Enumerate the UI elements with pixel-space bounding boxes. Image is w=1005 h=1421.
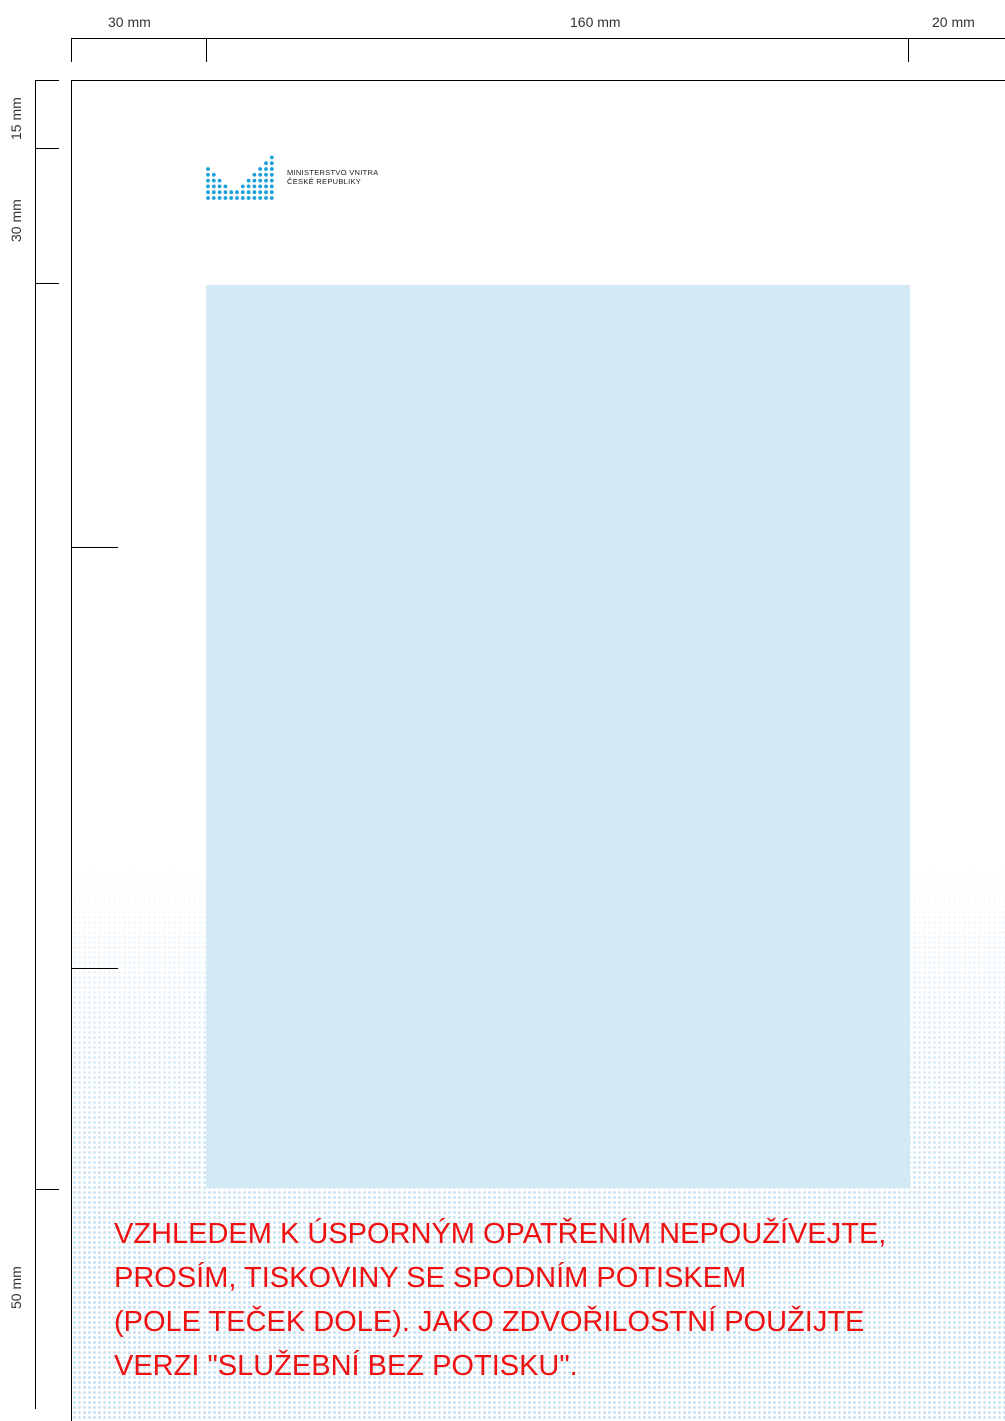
ruler-side-tick-4: [35, 1189, 59, 1190]
ruler-label-bottom-margin: 50 mm: [8, 1266, 24, 1309]
ruler-label-content-width: 160 mm: [570, 14, 621, 30]
ruler-top-tick-2: [206, 38, 207, 62]
notice-line-1: VZHLEDEM K ÚSPORNÝM OPATŘENÍM NEPOUŽÍVEJ…: [114, 1218, 887, 1250]
ministry-logo-icon: [205, 148, 277, 207]
ruler-top-tick-3: [908, 38, 909, 62]
logo-line-2: ČESKÉ REPUBLIKY: [287, 177, 362, 186]
ruler-side-tick-1: [35, 80, 59, 81]
notice-line-4: VERZI "SLUŽEBNÍ BEZ POTISKU".: [114, 1350, 578, 1382]
ruler-side-tick-2: [35, 148, 59, 149]
ruler-top-tick-1: [71, 38, 72, 62]
ruler-side-line: [35, 80, 36, 1409]
ministry-logo-text: MINISTERSTVO VNITRA ČESKÉ REPUBLIKY: [287, 168, 379, 186]
ruler-side-tick-3: [35, 283, 59, 284]
ruler-label-left-margin: 30 mm: [108, 14, 151, 30]
notice-line-3: (POLE TEČEK DOLE). JAKO ZDVOŘILOSTNÍ POU…: [114, 1306, 865, 1338]
ruler-label-right-margin: 20 mm: [932, 14, 975, 30]
fold-mark-lower: [72, 968, 118, 969]
content-area: [206, 285, 910, 1188]
notice-line-2: PROSÍM, TISKOVINY SE SPODNÍM POTISKEM: [114, 1262, 747, 1294]
fold-mark-upper: [72, 547, 118, 548]
ruler-top-line: [71, 38, 1005, 39]
logo-line-1: MINISTERSTVO VNITRA: [287, 168, 379, 177]
ruler-label-top-margin: 15 mm: [8, 97, 24, 140]
notice-text: VZHLEDEM K ÚSPORNÝM OPATŘENÍM NEPOUŽÍVEJ…: [114, 1212, 994, 1388]
ruler-label-header-height: 30 mm: [8, 199, 24, 242]
